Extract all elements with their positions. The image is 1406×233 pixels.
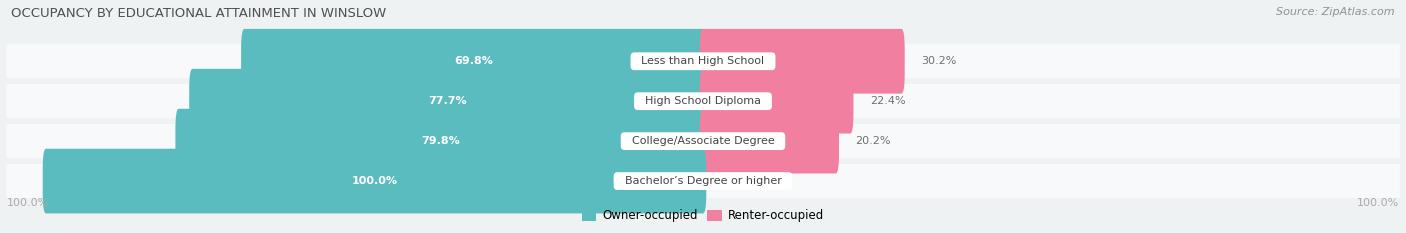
Text: OCCUPANCY BY EDUCATIONAL ATTAINMENT IN WINSLOW: OCCUPANCY BY EDUCATIONAL ATTAINMENT IN W…: [11, 7, 387, 20]
FancyBboxPatch shape: [190, 69, 706, 134]
Legend: Owner-occupied, Renter-occupied: Owner-occupied, Renter-occupied: [578, 205, 828, 227]
Text: 77.7%: 77.7%: [429, 96, 467, 106]
Text: Source: ZipAtlas.com: Source: ZipAtlas.com: [1277, 7, 1395, 17]
FancyBboxPatch shape: [6, 124, 1400, 158]
FancyBboxPatch shape: [6, 164, 1400, 198]
Text: Bachelor’s Degree or higher: Bachelor’s Degree or higher: [617, 176, 789, 186]
Text: 22.4%: 22.4%: [870, 96, 905, 106]
FancyBboxPatch shape: [700, 109, 839, 174]
Text: 100.0%: 100.0%: [1357, 198, 1399, 208]
Text: Less than High School: Less than High School: [634, 56, 772, 66]
FancyBboxPatch shape: [6, 44, 1400, 79]
FancyBboxPatch shape: [42, 149, 706, 213]
FancyBboxPatch shape: [240, 29, 706, 94]
FancyBboxPatch shape: [700, 29, 904, 94]
Text: College/Associate Degree: College/Associate Degree: [624, 136, 782, 146]
FancyBboxPatch shape: [700, 69, 853, 134]
Text: 20.2%: 20.2%: [855, 136, 891, 146]
Text: 100.0%: 100.0%: [7, 198, 49, 208]
Text: High School Diploma: High School Diploma: [638, 96, 768, 106]
Text: 100.0%: 100.0%: [352, 176, 398, 186]
Text: 30.2%: 30.2%: [921, 56, 956, 66]
Text: 69.8%: 69.8%: [454, 56, 494, 66]
Text: 0.0%: 0.0%: [723, 176, 751, 186]
FancyBboxPatch shape: [176, 109, 706, 174]
FancyBboxPatch shape: [6, 84, 1400, 118]
Text: 79.8%: 79.8%: [422, 136, 460, 146]
